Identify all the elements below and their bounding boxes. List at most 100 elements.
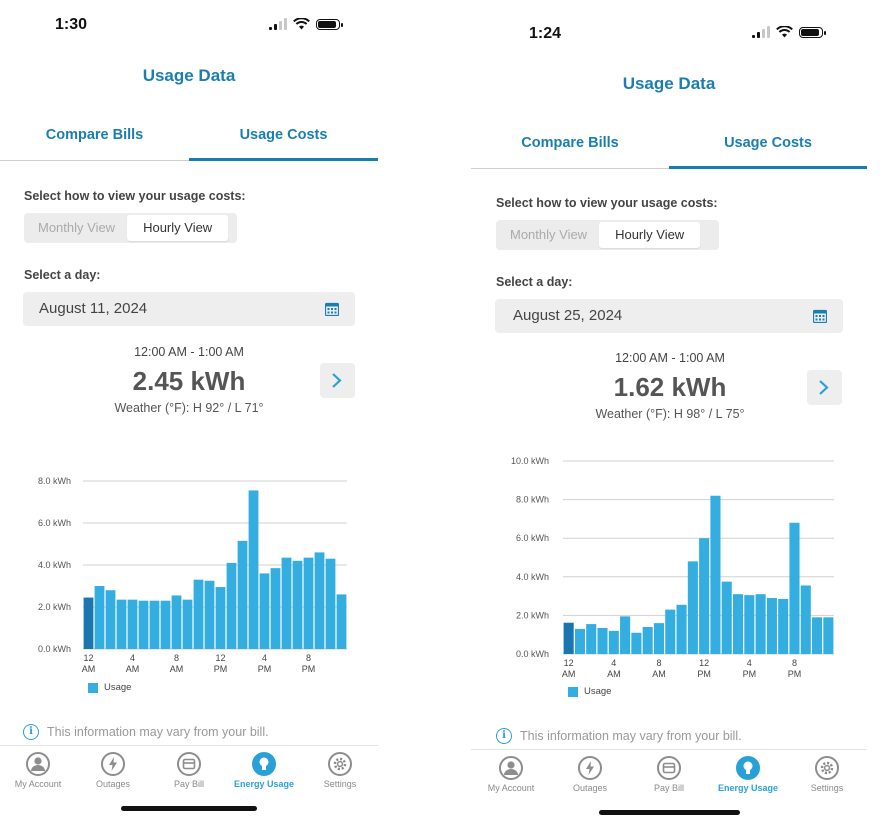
home-indicator[interactable] <box>599 810 740 815</box>
view-prompt: Select how to view your usage costs: <box>24 189 246 203</box>
y-tick-label: 0.0 kWh <box>38 644 71 654</box>
gear-icon <box>815 756 839 780</box>
usage-bar <box>586 624 597 654</box>
tab-bar-top: Compare Bills Usage Costs <box>471 135 867 175</box>
cellular-signal-icon <box>752 26 770 38</box>
tab-compare-bills[interactable]: Compare Bills <box>521 135 619 151</box>
usage-bar <box>83 597 94 649</box>
legend-swatch <box>88 682 98 693</box>
bottom-tab-bar: My Account Outages Pay Bill Energy Usage… <box>471 749 867 805</box>
calendar-icon[interactable] <box>325 302 339 316</box>
tabbar-label: Pay Bill <box>173 779 204 789</box>
usage-bar <box>755 594 766 654</box>
tabbar-settings[interactable]: Settings <box>302 752 378 789</box>
view-toggle: Monthly View Hourly View <box>24 213 237 243</box>
tabbar-my-account[interactable]: My Account <box>473 756 549 793</box>
usage-bar <box>193 579 204 649</box>
info-icon: i <box>23 724 39 740</box>
x-tick-label: 12 <box>564 658 574 668</box>
usage-bar <box>226 562 237 649</box>
tabbar-outages[interactable]: Outages <box>552 756 628 793</box>
usage-bar <box>259 573 270 649</box>
usage-bar <box>215 587 226 649</box>
usage-bar <box>699 538 710 654</box>
view-prompt: Select how to view your usage costs: <box>496 196 718 210</box>
day-prompt: Select a day: <box>496 275 573 289</box>
y-tick-label: 6.0 kWh <box>38 518 71 528</box>
hourly-view-button[interactable]: Hourly View <box>127 215 229 241</box>
usage-bar <box>597 627 608 654</box>
y-tick-label: 4.0 kWh <box>516 572 549 582</box>
usage-bar <box>642 626 653 654</box>
usage-value: 1.62 kWh <box>613 372 727 402</box>
status-icons <box>752 26 826 38</box>
y-tick-label: 8.0 kWh <box>38 476 71 486</box>
wifi-icon <box>293 18 310 30</box>
tabbar-pay-bill[interactable]: Pay Bill <box>631 756 707 793</box>
tabbar-pay-bill[interactable]: Pay Bill <box>151 752 227 789</box>
date-picker-field[interactable]: August 11, 2024 <box>23 292 355 326</box>
home-indicator[interactable] <box>121 806 257 811</box>
usage-bar <box>248 490 259 649</box>
tab-usage-costs[interactable]: Usage Costs <box>724 135 812 151</box>
tabbar-my-account[interactable]: My Account <box>0 752 76 789</box>
calendar-icon[interactable] <box>813 309 827 323</box>
tabbar-settings[interactable]: Settings <box>789 756 865 793</box>
usage-bar <box>766 598 777 654</box>
tabbar-label: Outages <box>572 783 608 793</box>
usage-bar <box>149 600 160 649</box>
tabbar-label: Energy Usage <box>717 783 779 793</box>
selected-date: August 11, 2024 <box>39 300 148 317</box>
next-hour-button[interactable] <box>320 363 355 398</box>
tabbar-label: My Account <box>487 783 535 793</box>
x-tick-label: 4 <box>262 653 267 663</box>
usage-bar <box>182 599 193 649</box>
phone-screen-right: 1:24 Usage Data Compare Bills Usage Cost… <box>471 0 867 819</box>
battery-icon <box>316 18 343 30</box>
tabbar-label: Settings <box>323 779 357 789</box>
usage-bar <box>105 590 116 649</box>
status-time: 1:30 <box>55 16 88 33</box>
tabbar-energy-usage[interactable]: Energy Usage <box>710 756 786 793</box>
info-text: This information may vary from your bill… <box>47 725 269 739</box>
usage-value: 2.45 kWh <box>132 366 246 396</box>
tab-compare-bills[interactable]: Compare Bills <box>45 127 144 143</box>
usage-bar <box>336 594 347 649</box>
x-tick-label: 12 <box>83 653 93 663</box>
x-tick-label: PM <box>697 669 711 679</box>
page-title: Usage Data <box>142 66 236 85</box>
selected-date: August 25, 2024 <box>513 307 623 324</box>
status-bar: 1:30 <box>0 14 378 44</box>
x-tick-label: AM <box>562 669 576 679</box>
date-picker-field[interactable]: August 25, 2024 <box>495 299 843 333</box>
tabbar-label: My Account <box>14 779 62 789</box>
hourly-view-button[interactable]: Hourly View <box>599 222 701 248</box>
lightning-icon <box>101 752 125 776</box>
usage-bar <box>204 580 215 649</box>
usage-bar <box>800 585 811 654</box>
tabbar-label: Outages <box>95 779 131 789</box>
usage-bar <box>676 604 687 654</box>
usage-bar <box>732 594 744 654</box>
tab-usage-costs[interactable]: Usage Costs <box>239 127 328 143</box>
next-hour-button[interactable] <box>807 370 842 405</box>
tabbar-label: Settings <box>810 783 844 793</box>
x-tick-label: 12 <box>215 653 225 663</box>
monthly-view-button[interactable]: Monthly View <box>510 227 588 242</box>
usage-bar <box>789 522 800 654</box>
cellular-signal-icon <box>269 18 287 30</box>
usage-bar <box>314 552 325 649</box>
monthly-view-button[interactable]: Monthly View <box>38 220 116 235</box>
tabbar-energy-usage[interactable]: Energy Usage <box>226 752 302 789</box>
chart-legend: Usage <box>88 682 131 693</box>
x-tick-label: PM <box>258 664 272 674</box>
tabbar-outages[interactable]: Outages <box>75 752 151 789</box>
x-tick-label: AM <box>607 669 621 679</box>
x-tick-label: PM <box>743 669 757 679</box>
hour-range: 12:00 AM - 1:00 AM <box>134 345 244 359</box>
usage-bar <box>653 623 665 654</box>
x-tick-label: PM <box>302 664 316 674</box>
status-icons <box>269 18 343 30</box>
battery-icon <box>799 26 826 38</box>
